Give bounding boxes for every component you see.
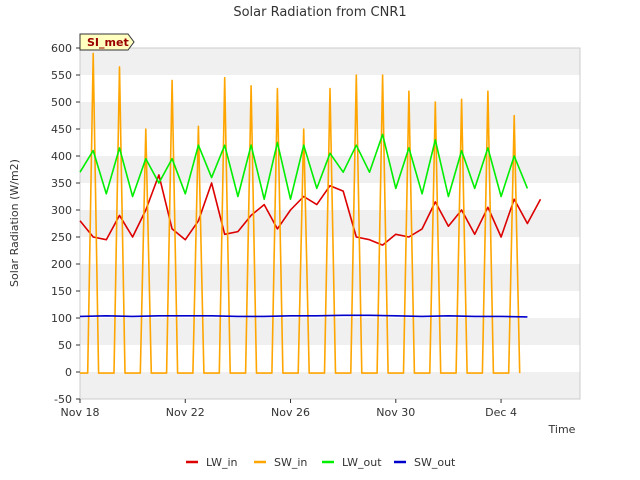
- badge-shape: [79, 33, 135, 51]
- y-tick-label: -50: [54, 393, 72, 406]
- legend-label: LW_in: [206, 456, 238, 469]
- y-tick-label: 0: [65, 366, 72, 379]
- y-tick-label: 450: [51, 123, 72, 136]
- grid-band: [80, 48, 580, 75]
- y-axis-label: Solar Radiation (W/m2): [8, 159, 21, 287]
- legend-label: LW_out: [342, 456, 382, 469]
- y-tick-label: 300: [51, 204, 72, 217]
- y-tick-label: 550: [51, 69, 72, 82]
- y-tick-label: 100: [51, 312, 72, 325]
- y-tick-label: 600: [51, 42, 72, 55]
- legend-label: SW_out: [414, 456, 456, 469]
- y-tick-label: 500: [51, 96, 72, 109]
- grid-band: [80, 156, 580, 183]
- y-tick-label: 250: [51, 231, 72, 244]
- x-axis: Nov 18 Nov 22 Nov 26 Nov 30 Dec 4: [61, 399, 517, 419]
- series-line-sw-in: [80, 52, 521, 374]
- grid-band: [80, 372, 580, 399]
- grid-band: [80, 264, 580, 291]
- grid-band: [80, 210, 580, 237]
- y-tick-label: 400: [51, 150, 72, 163]
- y-tick-label: 150: [51, 285, 72, 298]
- badge-label: SI_met: [87, 36, 129, 49]
- legend: LW_in SW_in LW_out SW_out: [186, 456, 456, 469]
- legend-label: SW_in: [274, 456, 307, 469]
- x-tick-label: Nov 18: [61, 406, 100, 419]
- series-line-lw-out: [79, 133, 529, 200]
- y-axis: -50 0 50 100 150 200 250 300 350 400 450 500 550 600: [51, 42, 80, 406]
- series-lines: [79, 52, 542, 374]
- chart-title: Solar Radiation from CNR1: [233, 5, 406, 20]
- x-tick-label: Dec 4: [485, 406, 517, 419]
- x-tick-label: Nov 22: [166, 406, 205, 419]
- x-tick-label: Nov 30: [376, 406, 415, 419]
- series-line-sw-out: [79, 314, 528, 318]
- plot-area: [79, 47, 581, 400]
- x-tick-label: Nov 26: [271, 406, 310, 419]
- x-axis-label: Time: [548, 423, 576, 436]
- station-badge: SI_met: [79, 33, 135, 51]
- y-tick-label: 200: [51, 258, 72, 271]
- y-tick-label: 50: [58, 339, 72, 352]
- grid-band: [80, 318, 580, 345]
- y-tick-label: 350: [51, 177, 72, 190]
